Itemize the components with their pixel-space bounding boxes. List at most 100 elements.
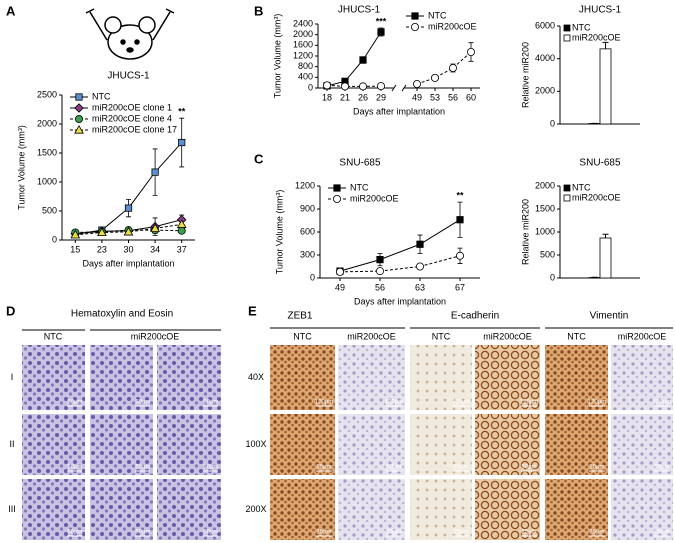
marker [466, 48, 475, 57]
scale-bar-label: 50μm [386, 465, 401, 471]
micrograph [270, 345, 335, 410]
legend-label: miR200cOE clone 4 [92, 113, 172, 123]
x-tick-label: 56 [375, 282, 385, 292]
x-tick-label: 23 [97, 244, 107, 254]
legend-label: NTC [428, 10, 447, 20]
chart-title: JHUCS-1 [107, 71, 150, 82]
marker [75, 115, 84, 124]
micrograph [157, 345, 221, 410]
marker [97, 227, 107, 237]
marker [124, 204, 133, 212]
micrograph [338, 414, 405, 475]
x-tick-label: 49 [412, 92, 422, 102]
micrograph [338, 479, 405, 540]
x-tick-label: 15 [70, 244, 80, 254]
scale-bar-label: 25μm [654, 530, 669, 536]
series-line [75, 223, 182, 236]
y-tick-label: 1000 [37, 176, 57, 186]
x-tick-label: 30 [123, 244, 133, 254]
panel-title: Hematoxylin and Eosin [71, 309, 173, 320]
row-label: 40X [248, 372, 264, 382]
y-tick-label: 0 [308, 82, 313, 92]
error-bar [602, 41, 609, 49]
scale-bar-label: 50μm [67, 530, 82, 536]
x-tick-label: 56 [448, 92, 458, 102]
legend-label: miR200cOE [428, 21, 477, 31]
micrograph [90, 479, 153, 540]
marker [412, 80, 421, 89]
scale-bar-label: 50μm [67, 465, 82, 471]
micrograph [270, 414, 335, 475]
marker [74, 124, 84, 134]
y-axis-label: Tumor Volume (mm³) [16, 125, 26, 210]
series-line [326, 51, 472, 87]
scale-bar-label: 25μm [316, 530, 331, 536]
panel-label: D [6, 303, 15, 318]
y-tick-label: 2000 [293, 29, 313, 39]
y-tick-label: 2000 [535, 180, 555, 190]
bar [599, 48, 612, 125]
y-tick-label: 500 [42, 205, 57, 215]
scale-bar-label: 50μm [135, 530, 150, 536]
scale-bar-label: 50μm [589, 465, 604, 471]
marker [75, 93, 83, 101]
y-tick-label: 0 [550, 118, 555, 128]
y-tick-label: 2400 [293, 18, 313, 28]
micrograph [611, 345, 673, 410]
legend-label: NTC [92, 91, 111, 101]
marker [176, 219, 187, 228]
annotation: *** [376, 16, 387, 26]
error-bar [602, 233, 609, 238]
scale-bar-label: 50μm [67, 400, 82, 406]
marker [70, 229, 81, 239]
micrograph [157, 414, 221, 475]
marker [332, 194, 341, 203]
column-label: NTC [293, 331, 312, 341]
scale-bar-label: 50μm [453, 465, 468, 471]
y-tick-label: 0 [310, 272, 315, 282]
marker [455, 251, 464, 260]
micrograph [545, 479, 608, 540]
scale-bar-label: 50μm [203, 400, 218, 406]
marker [359, 56, 367, 64]
annotation: ** [178, 107, 186, 117]
micrograph [338, 345, 405, 410]
y-tick-label: 500 [540, 249, 555, 259]
legend-label: miR200cOE clone 1 [92, 102, 172, 112]
micrograph [545, 345, 608, 410]
micrograph [22, 414, 85, 475]
row-label: 100X [245, 439, 266, 449]
mouse-icon [85, 8, 175, 60]
y-axis-label: Tumor Volume (mm³) [272, 14, 282, 99]
marker [456, 216, 464, 224]
series-line [75, 229, 182, 233]
marker [377, 28, 385, 36]
y-tick-label: 1500 [37, 147, 57, 157]
micrograph [475, 345, 540, 410]
y-tick-label: 600 [300, 226, 315, 236]
micrograph [22, 345, 85, 410]
micrograph [157, 479, 221, 540]
column-label: miR200cOE [131, 331, 180, 341]
y-tick-label: 2500 [37, 89, 57, 99]
scale-bar-label: 50μm [203, 530, 218, 536]
y-tick-label: 4000 [535, 53, 555, 63]
scale-bar-label: 50μm [316, 465, 331, 471]
micrograph [90, 345, 153, 410]
y-tick-label: 1500 [535, 203, 555, 213]
series-line [75, 142, 183, 235]
legend-label: miR200cOE [572, 192, 621, 202]
micrograph [410, 479, 472, 540]
marker [177, 226, 186, 235]
marker [430, 73, 439, 82]
annotation: ** [456, 190, 464, 200]
axis-break [391, 84, 407, 92]
legend-swatch [563, 194, 571, 202]
y-tick-label: 0 [550, 272, 555, 282]
scale-bar-label: 50μm [521, 465, 536, 471]
marker [333, 184, 341, 192]
scale-bar-label: 25μm [386, 530, 401, 536]
marker [448, 64, 457, 73]
y-tick-label: 1600 [293, 40, 313, 50]
